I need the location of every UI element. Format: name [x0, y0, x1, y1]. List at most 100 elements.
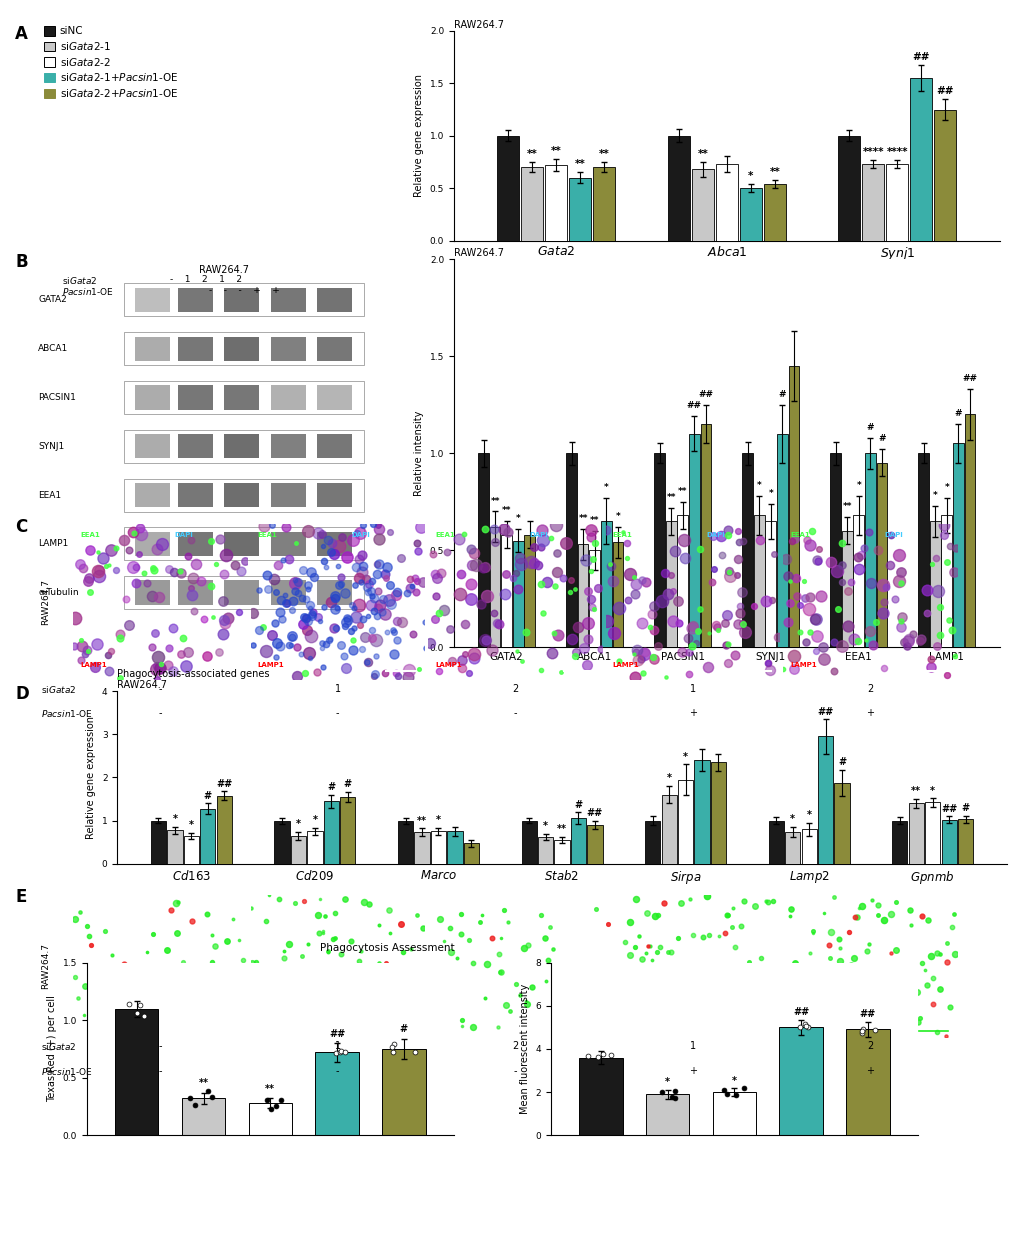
Bar [177, 434, 213, 459]
Bar [136, 580, 170, 605]
Bar [667, 136, 689, 241]
Y-axis label: Mean fluorescent intensity: Mean fluorescent intensity [520, 983, 529, 1114]
Text: EEA1: EEA1 [790, 532, 809, 538]
Bar [644, 821, 659, 864]
Bar [924, 802, 940, 864]
Text: LAMP1: LAMP1 [39, 539, 68, 548]
Text: Phagocytosis-associated genes
RAW264.7: Phagocytosis-associated genes RAW264.7 [117, 669, 270, 690]
Text: 1: 1 [334, 684, 340, 694]
Bar [941, 819, 956, 864]
Bar [136, 288, 170, 312]
Text: EEA1: EEA1 [258, 532, 277, 538]
Text: -: - [158, 1041, 162, 1051]
Bar [317, 434, 352, 459]
Text: ##: ## [686, 401, 701, 411]
Text: -: - [513, 1066, 517, 1076]
Text: **: ** [199, 1079, 208, 1088]
Text: +: + [865, 1066, 873, 1076]
Text: **: ** [550, 146, 561, 155]
Text: ****: **** [886, 147, 907, 157]
Text: ##: ## [586, 808, 602, 818]
Bar [767, 821, 783, 864]
Text: #: # [327, 782, 335, 792]
Text: **: ** [768, 167, 780, 176]
Text: ##: ## [962, 374, 976, 384]
Text: 2: 2 [866, 1041, 872, 1051]
Text: ##: ## [792, 1007, 808, 1017]
Y-axis label: Relative gene expression: Relative gene expression [414, 74, 424, 197]
Bar [224, 337, 259, 360]
Text: E: E [15, 888, 26, 907]
Text: LAMP1: LAMP1 [612, 661, 639, 668]
Bar [274, 821, 289, 864]
Text: si$\mathit{Gata2}$: si$\mathit{Gata2}$ [41, 1041, 76, 1053]
Bar [569, 178, 591, 241]
Text: **: ** [265, 1083, 275, 1093]
Bar [317, 337, 352, 360]
Bar [710, 763, 726, 864]
Text: ##: ## [941, 803, 956, 813]
Text: α-Tubulin: α-Tubulin [39, 589, 78, 597]
Bar [677, 516, 688, 648]
Bar [908, 803, 923, 864]
Bar [478, 453, 488, 648]
Bar [136, 385, 170, 410]
Bar [290, 835, 306, 864]
Bar [788, 365, 799, 648]
Text: #: # [866, 423, 873, 432]
Bar [785, 832, 800, 864]
Bar [177, 337, 213, 360]
Bar [317, 580, 352, 605]
Bar [317, 288, 352, 312]
Text: **: ** [678, 487, 687, 496]
Text: DAPI: DAPI [883, 532, 902, 538]
Bar [177, 580, 213, 605]
Text: ##: ## [816, 707, 833, 717]
Bar [447, 832, 462, 864]
Bar [181, 1098, 225, 1135]
Y-axis label: Relative gene expression: Relative gene expression [87, 716, 96, 839]
Text: **: ** [501, 506, 511, 516]
Bar [841, 531, 852, 648]
Text: DAPI: DAPI [352, 532, 370, 538]
Bar [801, 829, 816, 864]
Text: EEA1: EEA1 [435, 532, 454, 538]
Bar [271, 434, 306, 459]
Text: #: # [574, 800, 582, 810]
Bar [587, 824, 602, 864]
Bar [315, 1053, 359, 1135]
Bar [151, 821, 166, 864]
Bar [177, 288, 213, 312]
Text: *: * [929, 786, 934, 796]
Text: *: * [683, 752, 688, 761]
Text: SYNJ1: SYNJ1 [39, 442, 64, 450]
Bar [271, 337, 306, 360]
Text: **: ** [578, 515, 587, 523]
Text: **: ** [598, 149, 609, 159]
Bar [589, 550, 599, 648]
Text: RAW264.7: RAW264.7 [199, 265, 250, 275]
Text: #: # [838, 756, 846, 768]
Legend: siNC, si$\mathit{Gata2}$-1, si$\mathit{Gata2}$-2, si$\mathit{Gata2}$-1+$\mathit{: siNC, si$\mathit{Gata2}$-1, si$\mathit{G… [44, 26, 177, 99]
Bar [217, 796, 231, 864]
Bar [183, 835, 199, 864]
Bar [123, 381, 364, 413]
Bar [715, 164, 737, 241]
Bar [271, 482, 306, 507]
Bar [964, 415, 974, 648]
Bar [317, 532, 352, 557]
Bar [688, 434, 699, 648]
Text: RAW264.7: RAW264.7 [453, 20, 503, 30]
Bar [136, 482, 170, 507]
Text: si$\mathit{Gata2}$: si$\mathit{Gata2}$ [61, 275, 97, 285]
Bar [712, 1092, 755, 1135]
Text: *: * [614, 512, 620, 521]
Bar [224, 385, 259, 410]
Text: +: + [865, 708, 873, 718]
Bar [886, 164, 908, 241]
Text: ##: ## [935, 86, 953, 96]
Text: 2: 2 [512, 1041, 518, 1051]
Bar [123, 284, 364, 316]
Text: ##: ## [216, 779, 232, 789]
Bar [271, 580, 306, 605]
